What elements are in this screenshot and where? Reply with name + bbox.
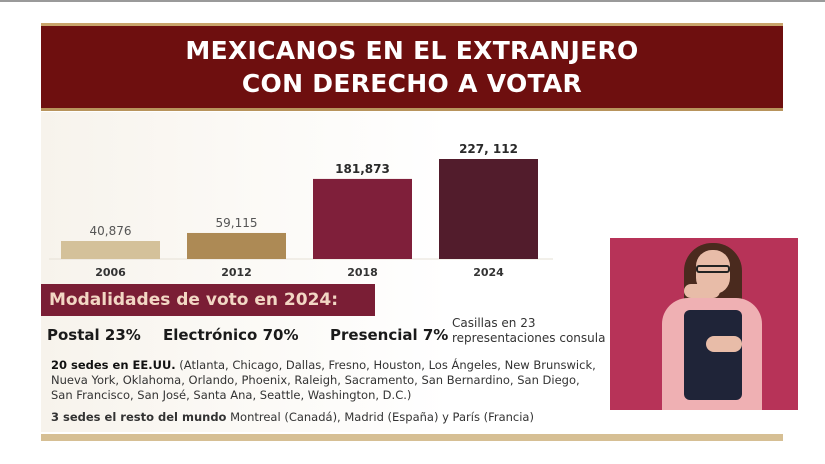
sedes-mundo: 3 sedes el resto del mundo Montreal (Can… — [51, 410, 611, 424]
data-label-2018: 181,873 — [335, 162, 390, 176]
bar-chart: 40,876 2006 59,115 2012 181,873 2018 227, 112 2… — [49, 142, 553, 279]
casillas-line-2: representaciones consula — [452, 331, 606, 345]
interpreter-glasses — [696, 265, 730, 273]
title-line-2: CON DERECHO A VOTAR — [241, 69, 583, 98]
sign-language-interpreter-video — [610, 238, 798, 410]
x-tick-2006: 2006 — [95, 266, 126, 279]
data-label-2006: 40,876 — [90, 224, 132, 238]
interpreter-hand-upper — [684, 284, 720, 298]
bar-2012 — [187, 232, 286, 259]
electronico-share: Electrónico 70% — [163, 326, 299, 344]
bottom-gold-bar — [41, 434, 783, 441]
modalidades-heading-box: Modalidades de voto en 2024: — [41, 284, 375, 316]
casillas-line-1: Casillas en 23 — [452, 316, 536, 330]
sedes-usa-label: 20 sedes en EE.UU. — [51, 358, 176, 372]
postal-share: Postal 23% — [47, 326, 141, 344]
bar-2024 — [439, 159, 538, 259]
sedes-usa-list: (Atlanta, Chicago, Dallas, Fresno, Houst… — [51, 358, 596, 402]
title-line-1: MEXICANOS EN EL EXTRANJERO — [185, 36, 639, 65]
x-tick-2024: 2024 — [473, 266, 504, 279]
interpreter-hand-lower — [706, 336, 742, 352]
interpreter-vest — [684, 310, 742, 400]
bar-2006 — [61, 241, 160, 259]
data-label-2024: 227, 112 — [459, 142, 518, 156]
top-divider — [0, 0, 825, 2]
presencial-share: Presencial 7% — [330, 326, 449, 344]
sedes-mundo-label: 3 sedes el resto del mundo — [51, 410, 227, 424]
x-tick-2018: 2018 — [347, 266, 378, 279]
data-label-2012: 59,115 — [216, 216, 258, 230]
x-tick-2012: 2012 — [221, 266, 252, 279]
bar-2018 — [313, 178, 412, 259]
sedes-mundo-list: Montreal (Canadá), Madrid (España) y Par… — [226, 410, 534, 424]
sedes-usa: 20 sedes en EE.UU. (Atlanta, Chicago, Da… — [51, 358, 601, 403]
modalidades-heading: Modalidades de voto en 2024: — [49, 290, 339, 310]
casillas-note: Casillas en 23 representaciones consula — [452, 316, 612, 346]
title-banner: MEXICANOS EN EL EXTRANJERO CON DERECHO A… — [41, 23, 783, 111]
